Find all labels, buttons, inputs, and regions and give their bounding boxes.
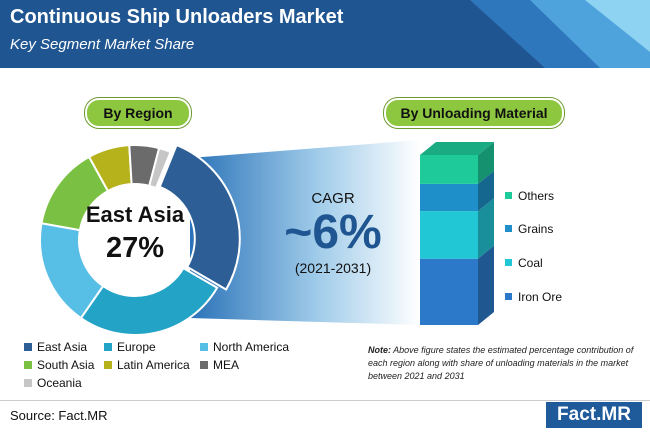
legend-label: South Asia: [37, 358, 95, 372]
material-legend-coal: Coal: [505, 256, 543, 270]
header-banner: [0, 0, 650, 68]
bar-top-face: [420, 142, 494, 155]
region-legend-europe: Europe: [104, 340, 156, 354]
connector-beam: [190, 140, 420, 325]
material-panel-label: By Unloading Material: [384, 98, 564, 128]
legend-swatch: [200, 342, 208, 351]
bar-segment-side-grains: [478, 170, 494, 212]
legend-swatch: [505, 293, 512, 301]
legend-label: MEA: [213, 358, 240, 372]
chart-note: Note: Above figure states the estimated …: [368, 344, 640, 383]
legend-swatch: [200, 360, 208, 369]
region-legend-oceania: Oceania: [24, 376, 82, 390]
donut-slice-oceania: [148, 146, 172, 190]
material-legend-others: Others: [505, 189, 554, 203]
region-legend-north-america: North America: [200, 340, 289, 354]
region-legend-south-asia: South Asia: [24, 358, 94, 372]
legend-label: East Asia: [37, 340, 88, 354]
legend-swatch: [104, 342, 112, 351]
highlight-region-name: East Asia: [85, 202, 185, 227]
factmr-logo: Fact.MR: [546, 402, 642, 428]
bar-segment-side-iron-ore: [478, 245, 494, 325]
cagr-label: CAGR: [311, 190, 355, 207]
region-legend-latin-america: Latin America: [104, 358, 190, 372]
bar-segment-side-others: [478, 142, 494, 184]
donut-slice-europe: [79, 266, 219, 336]
bar-segment-others: [420, 155, 478, 184]
material-legend-grains: Grains: [505, 222, 553, 236]
cagr-value: ~6%: [284, 206, 382, 259]
charts-canvas: [39, 140, 494, 336]
footer-divider: [0, 400, 650, 401]
bar-segment-side-coal: [478, 198, 494, 259]
cagr-period: (2021-2031): [294, 260, 372, 276]
region-donut-chart: [39, 143, 241, 336]
legend-label: Oceania: [37, 376, 82, 390]
legend-label: Iron Ore: [518, 290, 563, 304]
legend-swatch: [24, 360, 32, 369]
donut-slice-east-asia: [158, 143, 241, 291]
bar-segment-grains: [420, 183, 478, 212]
legend-swatch: [505, 259, 512, 267]
page-title: Continuous Ship Unloaders Market: [10, 6, 344, 28]
material-legend-iron-ore: Iron Ore: [505, 290, 562, 304]
legend-label: Europe: [117, 340, 156, 354]
legend-swatch: [104, 360, 112, 369]
header-stripe: [585, 0, 650, 52]
source-credit: Source: Fact.MR: [10, 408, 108, 423]
legend-swatch: [24, 342, 32, 351]
legend-label: Coal: [518, 256, 543, 270]
page-subtitle: Key Segment Market Share: [10, 36, 195, 53]
region-panel-label: By Region: [85, 98, 191, 128]
note-text: Above figure states the estimated percen…: [368, 345, 634, 381]
region-legend-east-asia: East Asia: [24, 340, 87, 354]
legend-label: Grains: [518, 222, 554, 236]
bar-segment-iron-ore: [420, 258, 478, 325]
legend-swatch: [24, 378, 32, 387]
material-stacked-bar: [420, 142, 494, 325]
legend-swatch: [505, 192, 512, 200]
region-legend-mea: MEA: [200, 358, 239, 372]
legend-label: Latin America: [117, 358, 190, 372]
legend-swatch: [505, 225, 512, 233]
legend-label: Others: [518, 189, 555, 203]
highlight-region-value: 27%: [105, 232, 165, 264]
bar-segment-coal: [420, 211, 478, 259]
note-prefix: Note:: [368, 345, 391, 355]
legend-label: North America: [213, 340, 290, 354]
